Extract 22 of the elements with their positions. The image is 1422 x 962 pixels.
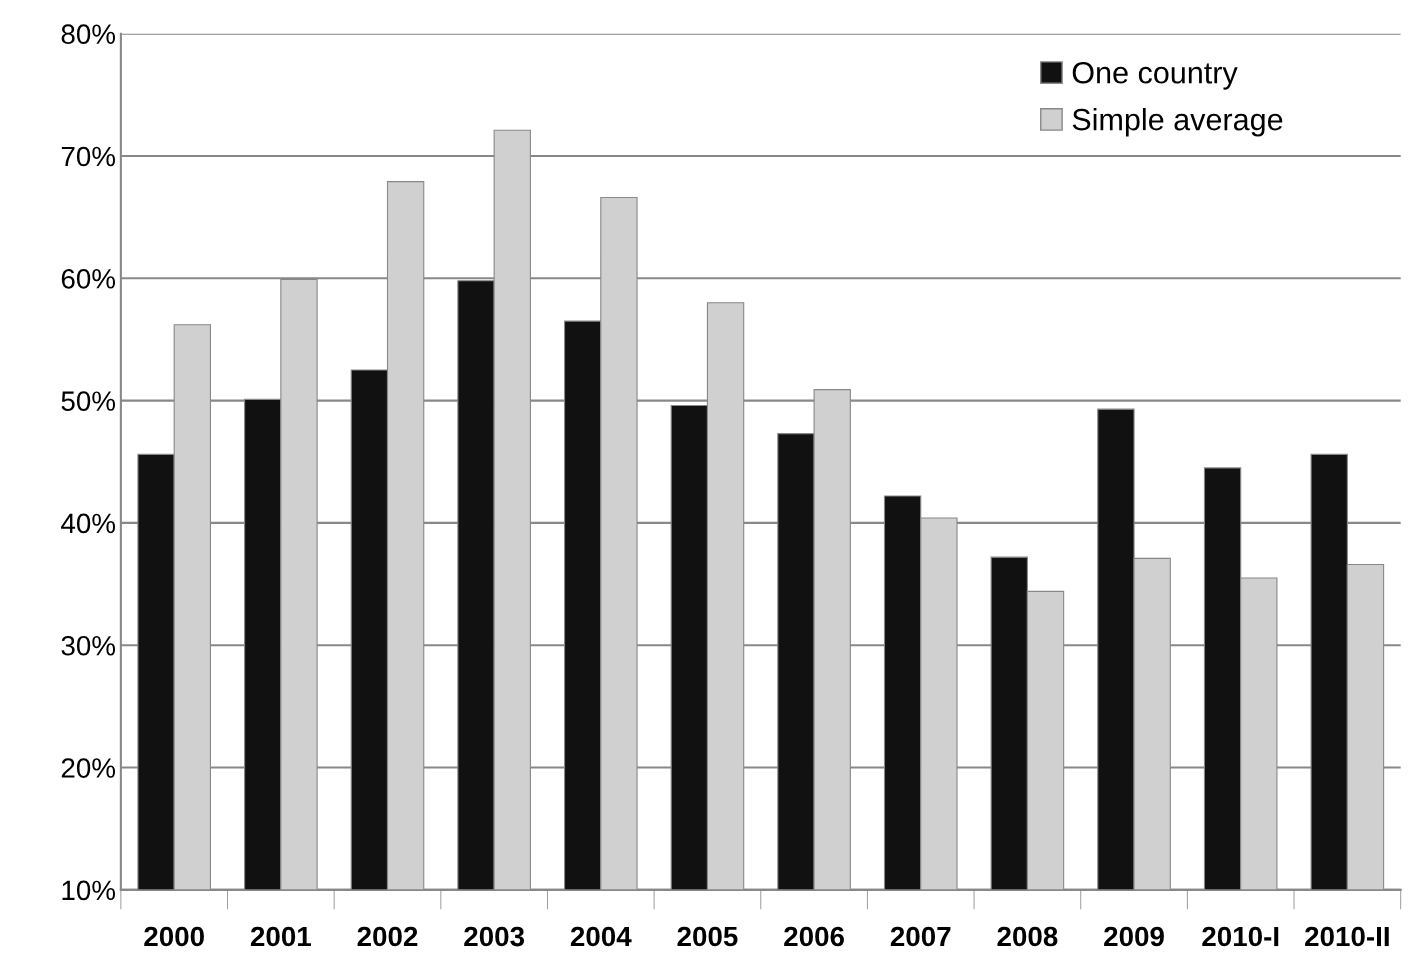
- y-tick-label: 10%: [62, 880, 116, 901]
- x-tick-label: 2004: [570, 926, 632, 947]
- legend-label: One country: [1072, 61, 1238, 90]
- y-tick-label: 20%: [61, 758, 116, 778]
- y-tick-label: 70%: [61, 146, 116, 167]
- x-tick-label: 2000: [144, 926, 204, 947]
- x-tick-label: 2005: [677, 926, 738, 947]
- x-tick-label: 2008: [997, 926, 1058, 947]
- y-tick-label: 40%: [61, 513, 116, 534]
- x-tick-label: 2002: [357, 926, 418, 947]
- y-tick-label: 80%: [61, 24, 116, 45]
- x-tick-label: 2010-I: [1202, 926, 1279, 947]
- y-tick-label: 50%: [61, 391, 116, 411]
- x-tick-label: 2010-II: [1305, 926, 1389, 947]
- y-tick-label: 60%: [61, 268, 116, 289]
- x-tick-label: 2009: [1104, 926, 1164, 947]
- y-tick-label: 30%: [61, 635, 116, 656]
- legend-label: Simple average: [1072, 107, 1283, 137]
- x-tick-label: 2006: [784, 926, 844, 947]
- x-tick-label: 2007: [890, 926, 951, 947]
- x-tick-label: 2003: [464, 926, 525, 947]
- x-tick-label: 2001: [250, 926, 311, 947]
